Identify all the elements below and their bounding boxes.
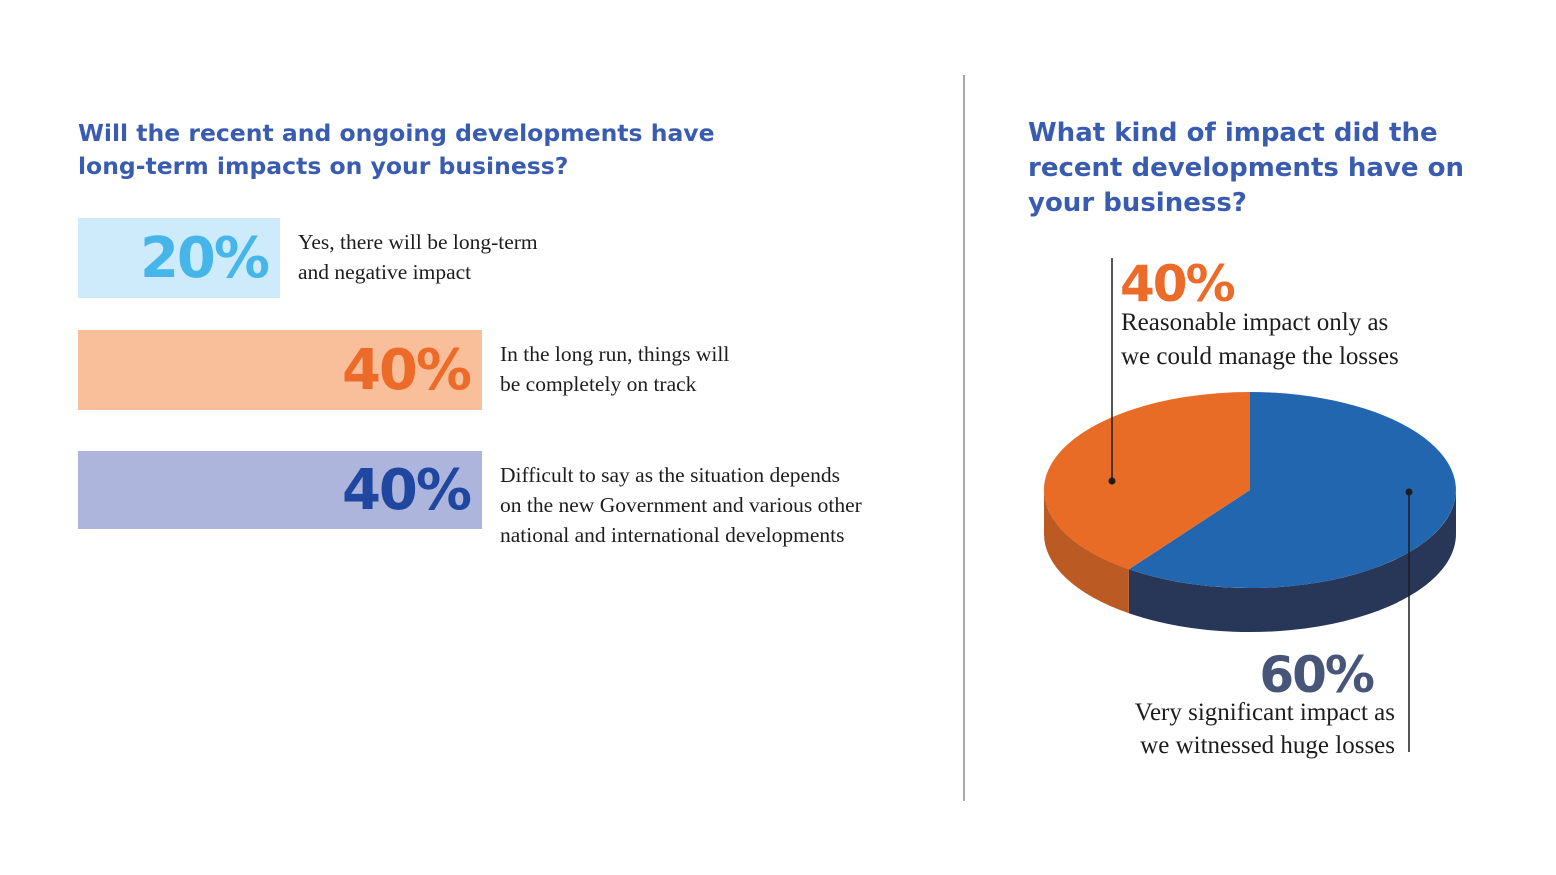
pie-slice-significant	[1128, 392, 1456, 588]
pie-slice-reasonable	[1043, 392, 1250, 570]
bar-category-label: Difficult to say as the situation depend…	[500, 463, 862, 547]
bar-value-label: 20%	[139, 225, 270, 291]
pie-slice-side-significant	[1128, 490, 1456, 633]
bar-value-label: 40%	[341, 457, 472, 523]
left-chart-title: Will the recent and ongoing developments…	[78, 119, 715, 180]
pie-label-significant-line2: we witnessed huge losses	[1140, 732, 1395, 759]
pie-label-significant-line1: Very significant impact as	[1135, 699, 1395, 726]
pie-slice-side-reasonable	[1044, 490, 1129, 614]
pie-value-reasonable: 40%	[1120, 255, 1235, 313]
bar-on-track: 40%	[78, 330, 482, 410]
bar-difficult-to-say: 40%	[78, 451, 482, 529]
bar-yes-negative-impact: 20%	[78, 218, 280, 298]
leader-dot-significant	[1405, 488, 1413, 496]
leader-dot-reasonable	[1108, 477, 1116, 485]
pie-label-reasonable-line1: Reasonable impact only as	[1121, 309, 1388, 336]
bar-category-label: In the long run, things will be complete…	[500, 342, 730, 396]
bar-category-label: Yes, there will be long-term and negativ…	[298, 230, 538, 284]
pie-label-reasonable-line2: we could manage the losses	[1121, 343, 1399, 370]
right-chart-title: What kind of impact did the recent devel…	[1028, 118, 1464, 218]
pie-value-significant: 60%	[1259, 646, 1374, 704]
section-divider	[963, 75, 965, 801]
bar-value-label: 40%	[341, 337, 472, 403]
